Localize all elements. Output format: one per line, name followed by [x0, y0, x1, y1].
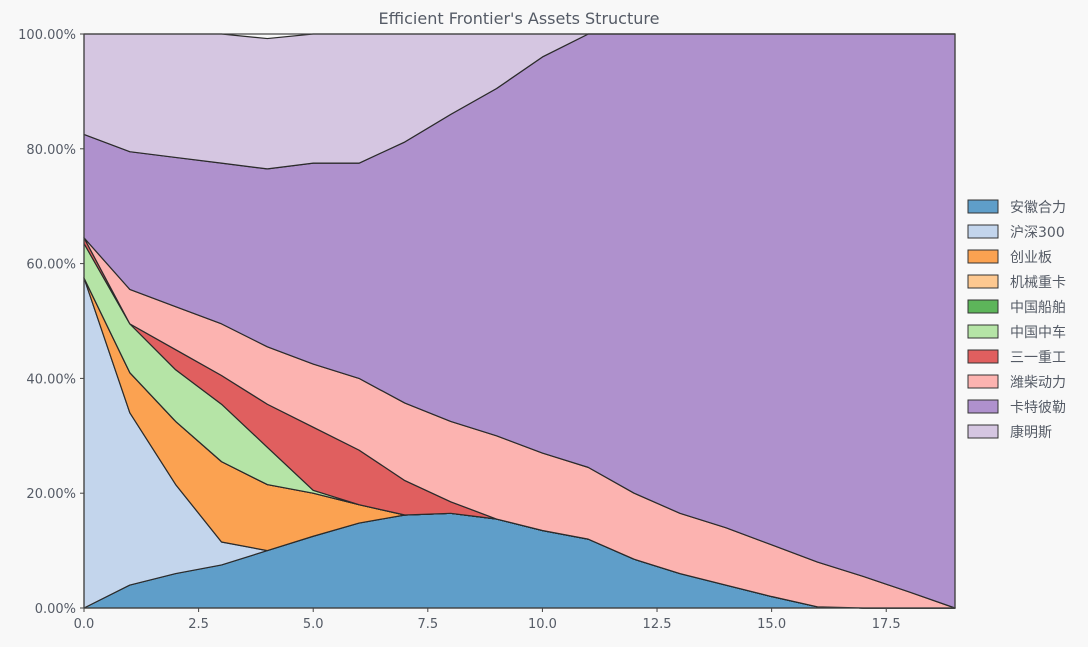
- x-tick-label-6: 15.0: [757, 617, 786, 632]
- y-tick-label-1: 20.00%: [26, 487, 76, 502]
- legend-swatch-5: [967, 324, 999, 339]
- x-tick-label-3: 7.5: [417, 617, 438, 632]
- legend-label-1: 沪深300: [1010, 225, 1065, 241]
- legend-label-3: 机械重卡: [1010, 275, 1066, 291]
- legend-swatch-0: [967, 199, 999, 214]
- legend-swatch-8: [967, 399, 999, 414]
- legend-swatch-7: [967, 374, 999, 389]
- y-tick-label-2: 40.00%: [26, 372, 76, 387]
- legend-label-8: 卡特彼勒: [1010, 400, 1066, 416]
- x-tick-label-7: 17.5: [872, 617, 901, 632]
- y-tick-label-4: 80.00%: [26, 143, 76, 158]
- legend-label-6: 三一重工: [1010, 350, 1066, 366]
- legend-label-9: 康明斯: [1010, 424, 1052, 441]
- legend-swatch-9: [967, 424, 999, 439]
- x-tick-label-5: 12.5: [643, 617, 672, 632]
- legend-label-2: 创业板: [1010, 250, 1052, 266]
- legend-swatch-6: [967, 349, 999, 364]
- chart-title: Efficient Frontier's Assets Structure: [379, 9, 660, 28]
- legend-swatch-4: [967, 299, 999, 314]
- legend-label-7: 潍柴动力: [1010, 375, 1066, 391]
- y-axis: 0.00% 20.00% 40.00% 60.00% 80.00% 100.00%: [18, 28, 84, 617]
- area-series: [83, 33, 956, 609]
- legend-label-0: 安徽合力: [1010, 200, 1066, 216]
- legend-label-5: 中国中车: [1010, 324, 1066, 341]
- plot-frame: [83, 33, 956, 609]
- legend-swatch-3: [967, 274, 999, 289]
- y-tick-label-0: 0.00%: [35, 602, 76, 617]
- legend-label-4: 中国船舶: [1010, 300, 1066, 316]
- y-tick-label-5: 100.00%: [18, 28, 76, 43]
- x-tick-label-1: 2.5: [188, 617, 209, 632]
- x-tick-label-2: 5.0: [303, 617, 324, 632]
- x-axis: 0.0 2.5 5.0 7.5 10.0 12.5 15.0 17.5: [74, 608, 901, 632]
- legend-swatch-1: [967, 224, 999, 239]
- y-tick-label-3: 60.00%: [26, 258, 76, 273]
- x-tick-label-4: 10.0: [528, 617, 557, 632]
- legend-swatch-2: [967, 249, 999, 264]
- x-tick-label-0: 0.0: [74, 617, 95, 632]
